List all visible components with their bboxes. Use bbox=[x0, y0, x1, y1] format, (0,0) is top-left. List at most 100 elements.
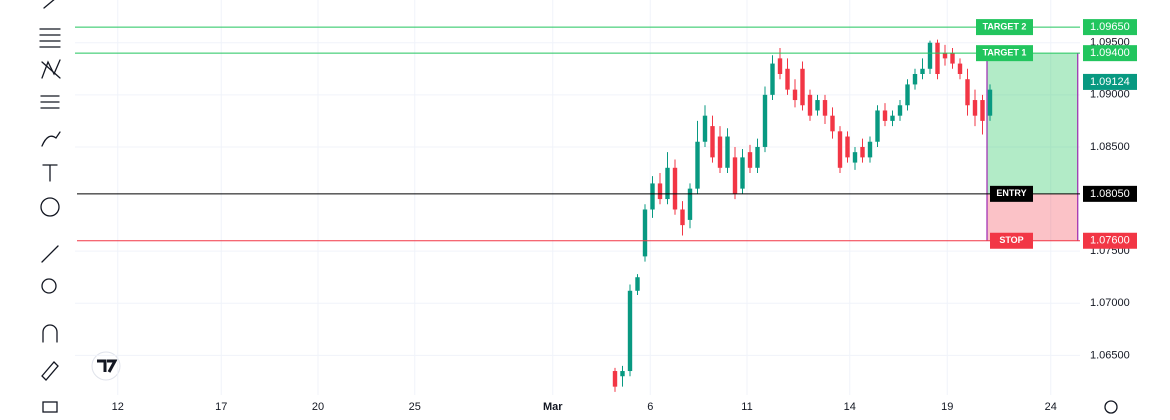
fib-tool[interactable] bbox=[39, 28, 61, 48]
candle-body bbox=[702, 115, 708, 142]
level-tag-bg bbox=[976, 45, 1033, 62]
x-tick-label: 25 bbox=[409, 401, 421, 413]
price-tag-bg bbox=[1083, 19, 1137, 36]
candle-body bbox=[965, 79, 970, 106]
x-tick-label: 20 bbox=[312, 401, 324, 413]
candle-body bbox=[770, 63, 775, 95]
level-tag-bg bbox=[990, 232, 1033, 249]
candle-body bbox=[725, 136, 730, 168]
candle-body bbox=[672, 167, 678, 210]
brush-tool[interactable] bbox=[41, 131, 61, 147]
candle-body bbox=[657, 183, 663, 200]
candle-body bbox=[890, 115, 895, 121]
candle-body bbox=[807, 94, 813, 116]
level-tag: TARGET 2 bbox=[983, 21, 1027, 31]
candle-body bbox=[972, 100, 978, 116]
candle-body bbox=[957, 63, 963, 74]
candle-body bbox=[860, 146, 865, 158]
price-tag-bg bbox=[1083, 232, 1137, 249]
candle-body bbox=[845, 136, 850, 158]
x-tick-label: 17 bbox=[215, 401, 227, 413]
candle-body bbox=[785, 68, 790, 90]
text-tool[interactable] bbox=[42, 164, 58, 182]
emoji-tool[interactable] bbox=[40, 197, 60, 217]
candle-body bbox=[822, 100, 828, 116]
x-tick-label: 6 bbox=[647, 401, 653, 413]
magnet-tool[interactable] bbox=[42, 324, 58, 343]
x-tick-label: 11 bbox=[741, 401, 752, 413]
projection-tool[interactable] bbox=[40, 95, 60, 109]
candle-body bbox=[935, 42, 940, 74]
x-tick-label: 24 bbox=[1045, 401, 1057, 413]
candle-body bbox=[912, 73, 918, 85]
candle-body bbox=[837, 131, 843, 168]
candle-body bbox=[927, 42, 933, 69]
x-tick-label: 14 bbox=[844, 401, 856, 413]
candle-body bbox=[695, 141, 700, 189]
candle-body bbox=[747, 152, 753, 168]
price-tag-bg bbox=[1083, 45, 1137, 62]
candle-body bbox=[627, 290, 633, 372]
level-tag-bg bbox=[976, 19, 1033, 36]
last-price: 1.09124 bbox=[1090, 76, 1130, 88]
settings-button[interactable] bbox=[1104, 400, 1118, 414]
candle-body bbox=[717, 136, 723, 168]
candle-body bbox=[942, 53, 948, 59]
level-tag: ENTRY bbox=[996, 188, 1026, 198]
candle-body bbox=[897, 105, 903, 116]
price-tag: 1.07600 bbox=[1090, 235, 1130, 247]
candle-body bbox=[875, 110, 880, 142]
measure-tool[interactable] bbox=[41, 245, 59, 263]
candle-body bbox=[980, 100, 985, 121]
candle-body bbox=[852, 152, 858, 163]
x-tick-label: 19 bbox=[941, 401, 953, 413]
price-tag: 1.08050 bbox=[1090, 188, 1130, 200]
x-tick-label: Mar bbox=[543, 401, 563, 413]
last-price-bg bbox=[1083, 73, 1137, 90]
y-tick-label: 1.07000 bbox=[1090, 297, 1130, 309]
price-tag: 1.09400 bbox=[1090, 47, 1130, 59]
zoom-tool[interactable] bbox=[41, 278, 57, 294]
candle-body bbox=[882, 110, 888, 121]
candle-body bbox=[612, 371, 618, 387]
candle-body bbox=[665, 167, 670, 200]
y-tick-label: 1.06500 bbox=[1090, 349, 1130, 361]
candle-body bbox=[920, 68, 925, 74]
level-tag: TARGET 1 bbox=[983, 48, 1027, 58]
candle-body bbox=[642, 209, 648, 257]
profit-zone bbox=[987, 53, 1078, 194]
candle-body bbox=[635, 277, 640, 291]
candle-body bbox=[620, 371, 625, 377]
candle-body bbox=[755, 146, 760, 168]
logo-mark bbox=[97, 359, 118, 373]
candle-body bbox=[800, 68, 805, 106]
toolbar[interactable] bbox=[39, 0, 61, 413]
price-tag-bg bbox=[1083, 185, 1137, 202]
x-tick-label: 12 bbox=[112, 401, 124, 413]
candle-body bbox=[680, 209, 685, 226]
candle-body bbox=[867, 141, 873, 158]
candle-body bbox=[710, 126, 715, 158]
y-tick-label: 1.08500 bbox=[1090, 141, 1130, 153]
candle-body bbox=[777, 58, 783, 74]
lock-draw-tool[interactable] bbox=[41, 361, 59, 381]
candle-body bbox=[830, 115, 835, 132]
candle-body bbox=[740, 157, 745, 189]
candle-body bbox=[762, 94, 768, 147]
pattern-tool[interactable] bbox=[41, 59, 61, 79]
candle-body bbox=[815, 100, 820, 111]
price-tag: 1.09650 bbox=[1090, 21, 1130, 33]
candle-body bbox=[905, 84, 910, 106]
level-tag-bg bbox=[990, 185, 1033, 202]
candle-body bbox=[732, 157, 738, 194]
candle-body bbox=[687, 188, 693, 220]
candle-body bbox=[987, 89, 993, 116]
level-tag: STOP bbox=[999, 235, 1023, 245]
trend-line-tool[interactable] bbox=[43, 0, 56, 9]
candle-body bbox=[792, 89, 798, 101]
y-tick-label: 1.07500 bbox=[1090, 245, 1130, 257]
candle-body bbox=[650, 183, 655, 210]
lock-tool[interactable] bbox=[42, 401, 58, 413]
